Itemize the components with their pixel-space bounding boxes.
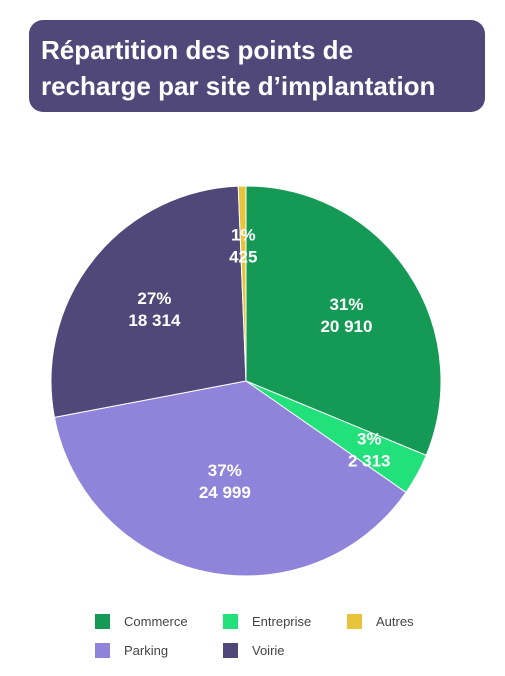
legend-swatch-voirie xyxy=(223,643,238,658)
legend-item-parking: Parking xyxy=(95,643,168,658)
pie-slice-voirie xyxy=(50,185,247,418)
legend-label-parking: Parking xyxy=(124,643,169,658)
legend-item-entreprise: Entreprise xyxy=(223,614,311,629)
slice-value-label-commerce: 20 910 xyxy=(320,317,372,336)
pie-slice-commerce xyxy=(245,185,442,457)
slice-value-label-autres: 425 xyxy=(229,248,257,267)
chart-title-box: Répartition des points de recharge par s… xyxy=(29,20,485,112)
legend-label-entreprise: Entreprise xyxy=(252,614,312,629)
pie-chart: 31% 20 910 3% 2 313 37% 24 999 27% 18 314 1% 425 xyxy=(50,185,442,577)
slice-value-label-voirie: 18 314 xyxy=(128,311,181,330)
legend-item-voirie: Voirie xyxy=(223,643,285,658)
slice-value-label-parking: 24 999 xyxy=(199,483,251,502)
slice-percent-label-autres: 1% xyxy=(231,226,256,245)
legend-label-voirie: Voirie xyxy=(252,643,285,658)
legend-swatch-parking xyxy=(95,643,110,658)
pie-slice-autres xyxy=(237,185,247,382)
legend-label-autres: Autres xyxy=(376,614,414,629)
slice-value-label-entreprise: 2 313 xyxy=(348,451,391,470)
legend-swatch-commerce xyxy=(95,614,110,629)
slice-percent-label-commerce: 31% xyxy=(329,295,363,314)
legend-item-commerce: Commerce xyxy=(95,614,188,629)
slice-percent-label-parking: 37% xyxy=(208,461,242,480)
chart-title-line-2: recharge par site d’implantation xyxy=(41,71,436,101)
slice-percent-label-voirie: 27% xyxy=(137,289,171,308)
legend-swatch-autres xyxy=(347,614,362,629)
slice-percent-label-entreprise: 3% xyxy=(357,429,382,448)
pie-slice-parking xyxy=(53,380,407,577)
legend-label-commerce: Commerce xyxy=(124,614,188,629)
legend-item-autres: Autres xyxy=(347,614,414,629)
legend-swatch-entreprise xyxy=(223,614,238,629)
chart-title-line-1: Répartition des points de xyxy=(41,35,354,65)
